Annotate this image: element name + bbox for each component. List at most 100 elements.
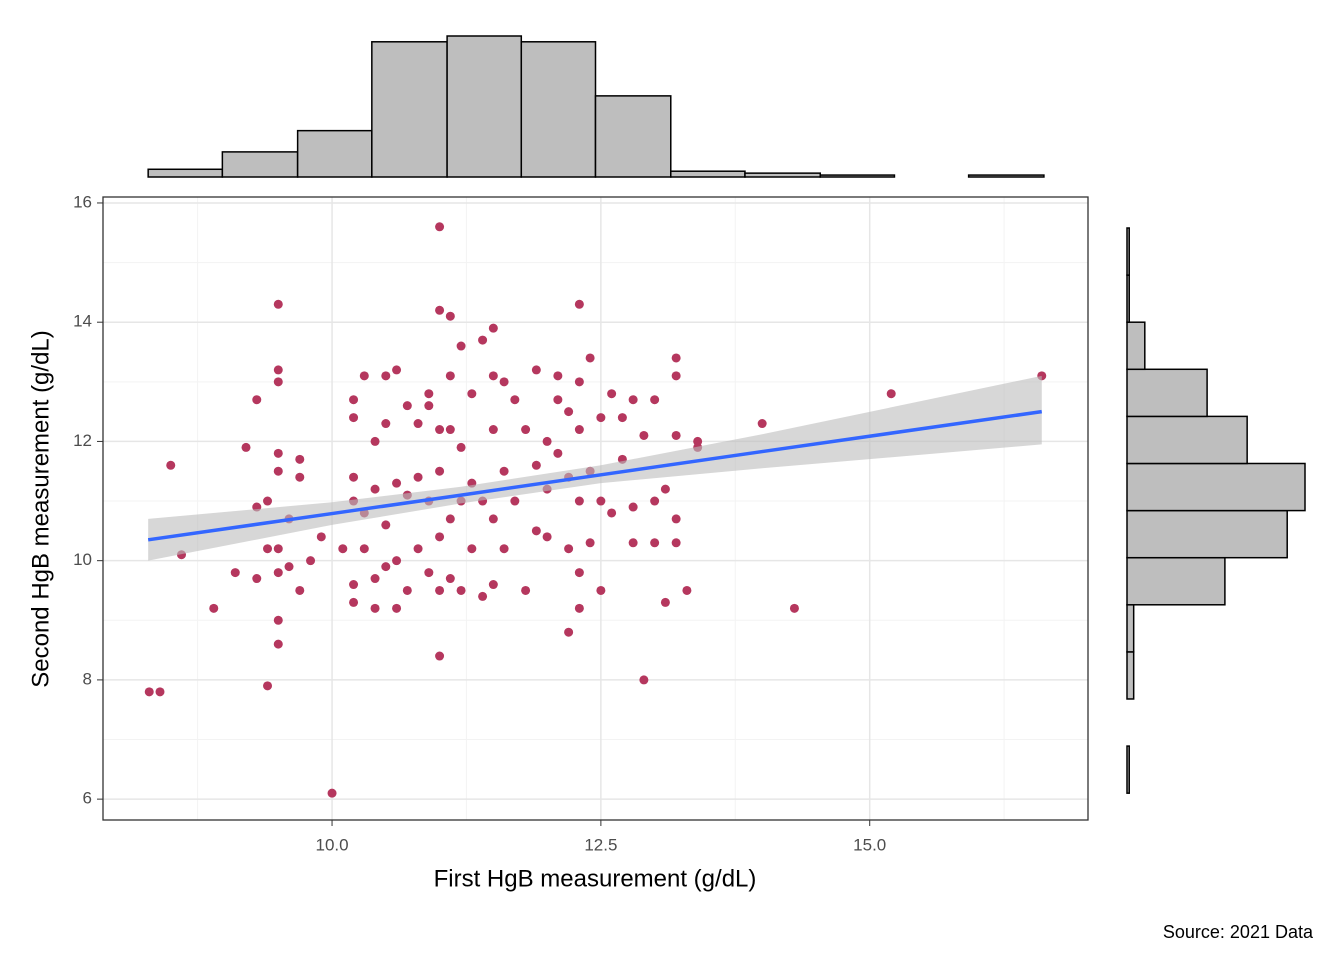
point <box>671 371 681 381</box>
point <box>682 585 692 595</box>
x-axis-title: First HgB measurement (g/dL) <box>434 865 757 892</box>
point <box>456 442 466 452</box>
point <box>349 395 359 405</box>
histogram-bar <box>670 170 746 178</box>
point <box>402 401 412 411</box>
point <box>488 580 498 590</box>
point <box>424 568 434 578</box>
y-tick-label: 12 <box>73 431 92 450</box>
point <box>359 544 369 554</box>
point <box>574 496 584 506</box>
point <box>886 389 896 399</box>
point <box>392 478 402 488</box>
x-tick-label: 10.0 <box>315 835 348 854</box>
point <box>607 389 617 399</box>
point <box>628 502 638 512</box>
point <box>478 591 488 601</box>
point <box>413 472 423 482</box>
histogram-bar <box>296 129 373 178</box>
point <box>521 585 531 595</box>
point <box>349 413 359 423</box>
point <box>316 532 326 542</box>
point <box>488 425 498 435</box>
trend-line <box>147 409 1043 542</box>
point <box>392 365 402 375</box>
point <box>499 544 509 554</box>
point <box>381 371 391 381</box>
point <box>155 687 165 697</box>
point <box>478 335 488 345</box>
point <box>617 413 627 423</box>
point <box>467 389 477 399</box>
point <box>542 532 552 542</box>
point <box>671 430 681 440</box>
point <box>585 538 595 548</box>
point <box>359 371 369 381</box>
point <box>445 371 455 381</box>
point <box>574 568 584 578</box>
point <box>252 395 262 405</box>
point <box>241 442 251 452</box>
point <box>596 413 606 423</box>
point <box>564 627 574 637</box>
y-tick-label: 14 <box>73 312 92 331</box>
point <box>370 603 380 613</box>
point <box>413 544 423 554</box>
point <box>209 603 219 613</box>
histogram-bar <box>1126 368 1208 418</box>
point <box>542 436 552 446</box>
histogram-bar <box>967 174 1045 178</box>
point <box>596 496 606 506</box>
point <box>445 425 455 435</box>
histogram-bar <box>1126 745 1130 794</box>
point <box>553 448 563 458</box>
histogram-bar <box>594 95 672 178</box>
point <box>650 395 660 405</box>
point <box>639 675 649 685</box>
point <box>392 556 402 566</box>
point <box>467 544 477 554</box>
point <box>564 407 574 417</box>
point <box>295 585 305 595</box>
point <box>564 544 574 554</box>
point <box>671 353 681 363</box>
x-tick-label: 12.5 <box>584 835 617 854</box>
point <box>273 299 283 309</box>
histogram-bar <box>1126 604 1135 653</box>
y-tick-label: 16 <box>73 192 92 211</box>
point <box>370 436 380 446</box>
histogram-bar <box>147 168 224 178</box>
point <box>370 574 380 584</box>
point <box>574 377 584 387</box>
point <box>435 532 445 542</box>
histogram-bar <box>1126 274 1130 323</box>
point <box>789 603 799 613</box>
point <box>381 562 391 572</box>
point <box>402 585 412 595</box>
histogram-bar <box>520 41 597 178</box>
point <box>574 603 584 613</box>
y-tick-label: 10 <box>73 550 92 569</box>
point <box>338 544 348 554</box>
point <box>456 585 466 595</box>
point <box>445 574 455 584</box>
histogram-bar <box>1126 509 1288 559</box>
point <box>381 419 391 429</box>
point <box>510 395 520 405</box>
point <box>263 496 273 506</box>
point <box>435 466 445 476</box>
point <box>349 597 359 607</box>
point <box>607 508 617 518</box>
histogram-bar <box>1126 651 1135 700</box>
point <box>306 556 316 566</box>
histogram-bar <box>446 35 523 178</box>
point <box>574 425 584 435</box>
y-axis-title: Second HgB measurement (g/dL) <box>27 330 54 688</box>
point <box>628 395 638 405</box>
point <box>435 222 445 232</box>
point <box>499 466 509 476</box>
point <box>671 538 681 548</box>
point <box>295 454 305 464</box>
point <box>660 597 670 607</box>
point <box>435 585 445 595</box>
